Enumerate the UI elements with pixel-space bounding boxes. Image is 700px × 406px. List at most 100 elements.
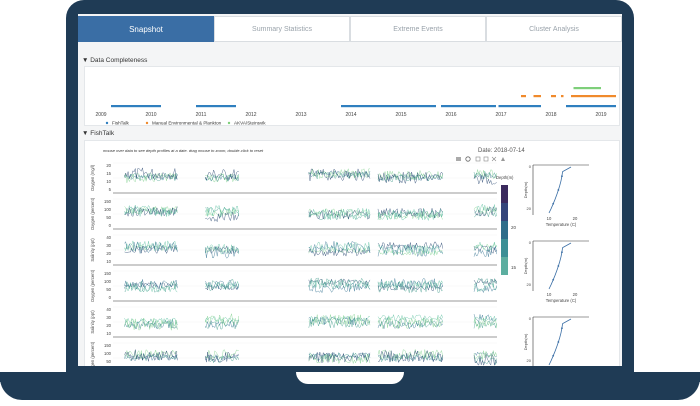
year-tick: 2018 xyxy=(545,112,556,118)
fishtalk-charts[interactable]: mouse over data to see depth profiles at… xyxy=(85,141,619,366)
row-axis-label: Oxygen (percent) xyxy=(90,269,95,302)
year-tick: 2011 xyxy=(196,112,207,118)
coverage-bar[interactable] xyxy=(111,105,161,108)
timeseries-row[interactable]: Oxygen (mg/l) 20 15 10 5 xyxy=(90,162,498,194)
profile-ytick: 0 xyxy=(529,316,532,321)
row-axis-label: Oxygen (percent) xyxy=(90,197,95,230)
year-tick: 2019 xyxy=(595,112,606,118)
colorbar-tick: 20 xyxy=(511,225,517,230)
data-completeness-timeline[interactable]: 2009 2010 2011 2012 2013 2014 2015 2016 2017 2018… xyxy=(85,67,619,125)
row-axis-label: Salinity (ppt) xyxy=(90,238,95,262)
tab-extreme-events[interactable]: Extreme Events xyxy=(350,16,486,42)
reset-axes-icon[interactable] xyxy=(501,157,505,161)
coverage-bar[interactable] xyxy=(573,87,602,90)
row-tick: 15 xyxy=(106,171,111,176)
tab-snapshot[interactable]: Snapshot xyxy=(78,16,214,42)
row-tick: 0 xyxy=(109,295,112,300)
profile-ytick: 20 xyxy=(527,206,532,211)
legend-label[interactable]: AKVA/Steinsvik xyxy=(234,121,266,126)
tab-summary-statistics[interactable]: Summary Statistics xyxy=(214,16,350,42)
row-tick: 150 xyxy=(104,271,112,276)
coverage-bar[interactable] xyxy=(521,95,526,98)
profile-ytick: 20 xyxy=(527,358,532,363)
year-tick: 2010 xyxy=(145,112,156,118)
coverage-bar[interactable] xyxy=(566,105,616,108)
camera-icon[interactable] xyxy=(456,157,461,161)
row-tick: 20 xyxy=(106,163,111,168)
data-completeness-heading[interactable]: ▼ Data Completeness xyxy=(82,57,148,64)
coverage-bar[interactable] xyxy=(551,95,556,98)
year-tick: 2017 xyxy=(495,112,506,118)
selected-date: Date: 2018-07-14 xyxy=(478,148,525,154)
row-tick: 100 xyxy=(104,351,112,356)
row-tick: 20 xyxy=(106,323,111,328)
profile-xtick: 20 xyxy=(573,292,578,297)
coverage-bar[interactable] xyxy=(441,105,496,108)
colorbar-title: Depth(m) xyxy=(496,175,514,180)
year-tick: 2016 xyxy=(445,112,456,118)
row-tick: 10 xyxy=(106,179,111,184)
row-tick: 100 xyxy=(104,207,112,212)
laptop-notch xyxy=(296,372,404,384)
timeseries-row[interactable]: Salinity (ppt) 40 30 20 10 xyxy=(90,234,498,266)
profile-xtick: 10 xyxy=(547,292,552,297)
laptop-base xyxy=(0,372,700,406)
row-axis-label: Oxygen (mg/l) xyxy=(90,164,95,191)
row-tick: 20 xyxy=(106,251,111,256)
row-axis-label: Salinity (ppt) xyxy=(90,310,95,334)
year-tick: 2009 xyxy=(95,112,106,118)
legend-label[interactable]: FishTalk xyxy=(112,121,130,126)
profile-xlabel: Temperature (C) xyxy=(546,222,577,227)
row-tick: 50 xyxy=(106,215,111,220)
zoom-icon[interactable] xyxy=(465,156,471,162)
legend-label[interactable]: Manual Environmental & Plankton xyxy=(152,121,222,126)
row-tick: 10 xyxy=(106,331,111,336)
fishtalk-heading[interactable]: ▼ FishTalk xyxy=(82,130,115,137)
tab-bar: Snapshot Summary Statistics Extreme Even… xyxy=(78,16,622,44)
year-tick: 2014 xyxy=(345,112,356,118)
depth-profile-plot[interactable]: Depth(m) Temperature (C)10 20 0 20 xyxy=(523,240,589,303)
row-tick: 10 xyxy=(106,259,111,264)
profile-xtick: 20 xyxy=(573,216,578,221)
coverage-bar[interactable] xyxy=(571,95,616,98)
row-tick: 150 xyxy=(104,199,112,204)
coverage-bar[interactable] xyxy=(533,95,542,98)
timeseries-row[interactable]: Oxygen (percent) 150 100 50 0 xyxy=(90,197,498,230)
coverage-bar[interactable] xyxy=(341,105,436,108)
profile-ytick: 0 xyxy=(529,164,532,169)
coverage-bar[interactable] xyxy=(561,95,564,98)
year-tick: 2012 xyxy=(245,112,256,118)
profile-ylabel: Depth(m) xyxy=(523,257,528,274)
profile-xtick: 10 xyxy=(547,216,552,221)
legend-dot xyxy=(227,121,231,125)
profile-ytick: 20 xyxy=(527,282,532,287)
coverage-bar[interactable] xyxy=(498,105,542,108)
profile-xlabel: Temperature (C) xyxy=(546,298,577,303)
row-tick: 150 xyxy=(104,343,112,348)
timeseries-row[interactable]: Salinity (ppt) 40 30 20 10 xyxy=(90,306,498,338)
zoom-in-icon[interactable] xyxy=(475,156,481,162)
row-tick: 50 xyxy=(106,359,111,364)
profile-ylabel: Depth(m) xyxy=(523,333,528,350)
row-tick: 0 xyxy=(109,223,112,228)
row-tick: 40 xyxy=(106,235,111,240)
coverage-bar[interactable] xyxy=(196,105,236,108)
zoom-out-icon[interactable] xyxy=(483,156,489,162)
year-tick: 2015 xyxy=(395,112,406,118)
row-axis-label: Oxygen (percent) xyxy=(90,341,95,366)
profile-ytick: 0 xyxy=(529,240,532,245)
row-tick: 5 xyxy=(109,187,112,192)
legend-dot xyxy=(105,121,109,125)
fishtalk-panel: mouse over data to see depth profiles at… xyxy=(84,140,620,366)
app-screen: Snapshot Summary Statistics Extreme Even… xyxy=(78,14,622,366)
row-tick: 40 xyxy=(106,307,111,312)
depth-colorbar: Depth(m) 20 15 xyxy=(496,175,517,275)
data-completeness-panel: 2009 2010 2011 2012 2013 2014 2015 2016 2017 2018… xyxy=(84,66,620,126)
tab-cluster-analysis[interactable]: Cluster Analysis xyxy=(486,16,622,42)
row-tick: 50 xyxy=(106,287,111,292)
autoscale-icon[interactable] xyxy=(491,156,497,162)
